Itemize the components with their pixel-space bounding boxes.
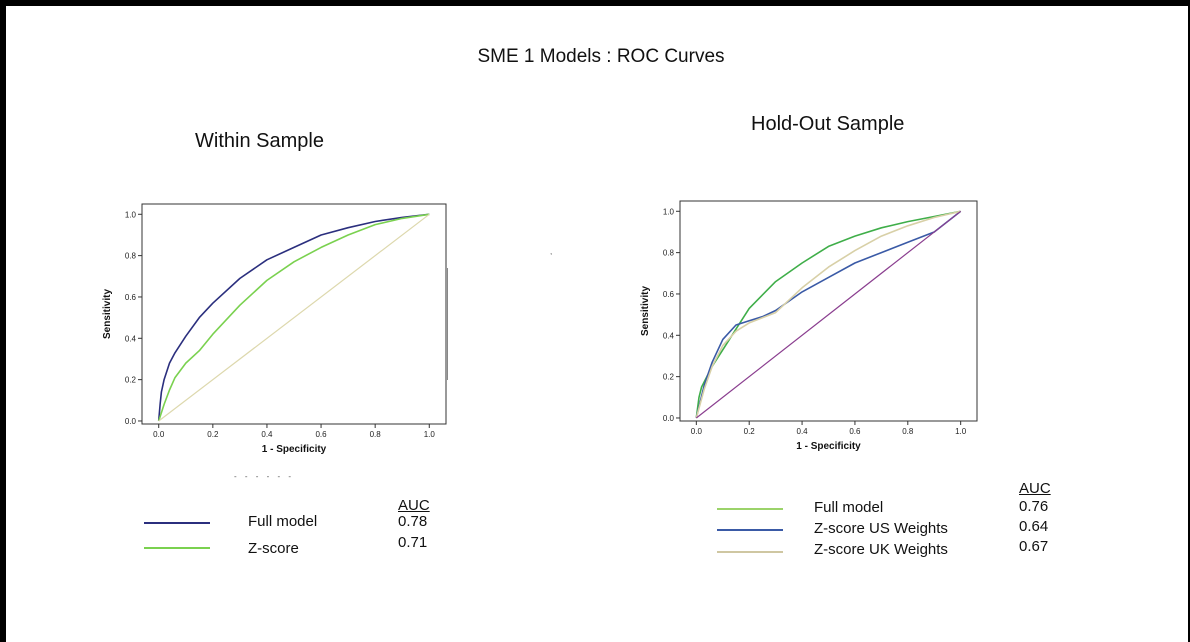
within-y-tick-label: 0.0 xyxy=(125,417,137,426)
within-auc-z-score: 0.71 xyxy=(398,534,428,551)
within-x-tick-label: 0.6 xyxy=(315,430,327,439)
holdout-series-z-score-uk-weights xyxy=(695,210,961,419)
holdout-x-tick-label: 0.2 xyxy=(744,427,756,436)
holdout-roc-svg: 0.0 0.2 0.4 0.6 0.8 1.0 0.0 0.2 0.4 0.6 0.8 1.0 1 - … xyxy=(640,200,978,452)
holdout-sample-title: Hold-Out Sample xyxy=(751,113,905,135)
holdout-y-tick-label: 0.8 xyxy=(663,249,675,258)
within-x-tick-label: 0.4 xyxy=(261,430,273,439)
stray-divider xyxy=(447,268,448,380)
stray-comma: , xyxy=(550,247,553,256)
within-y-tick-label: 0.8 xyxy=(125,252,137,261)
within-sample-title: Within Sample xyxy=(195,130,324,152)
within-y-tick-label: 1.0 xyxy=(125,210,137,219)
holdout-legend-label-uk-weights: Z-score UK Weights xyxy=(814,541,948,558)
within-series-reference-diagonal xyxy=(158,213,430,422)
within-series-full-model xyxy=(157,213,430,422)
holdout-x-axis-label: 1 - Specificity xyxy=(796,441,861,452)
within-roc-chart: 0.0 0.2 0.4 0.6 0.8 1.0 0.0 0.2 0.4 0.6 0.8 1.0 1 - … xyxy=(98,196,448,466)
holdout-y-tick-label: 0.6 xyxy=(663,290,675,299)
holdout-y-tick-label: 0.2 xyxy=(663,373,675,382)
within-roc-svg: 0.0 0.2 0.4 0.6 0.8 1.0 0.0 0.2 0.4 0.6 0.8 1.0 1 - … xyxy=(102,203,447,455)
within-x-axis-label: 1 - Specificity xyxy=(262,444,327,455)
holdout-x-tick-label: 0.4 xyxy=(797,427,809,436)
within-series-z-score xyxy=(157,213,430,422)
holdout-y-axis-label: Sensitivity xyxy=(640,286,651,336)
holdout-x-tick-label: 0.8 xyxy=(902,427,914,436)
within-x-tick-label: 1.0 xyxy=(424,430,436,439)
holdout-y-tick-label: 0.4 xyxy=(663,331,675,340)
within-x-tick-label: 0.2 xyxy=(207,430,219,439)
within-auc-full-model: 0.78 xyxy=(398,513,428,530)
holdout-x-tick-label: 0.0 xyxy=(691,427,703,436)
holdout-auc-full-model: 0.76 xyxy=(1019,498,1049,515)
holdout-y-tick-label: 0.0 xyxy=(663,414,675,423)
within-legend-label-full-model: Full model xyxy=(248,513,318,530)
holdout-series-reference-diagonal xyxy=(695,210,962,419)
within-y-tick-label: 0.6 xyxy=(125,293,137,302)
within-y-tick-label: 0.4 xyxy=(125,334,137,343)
holdout-legend-swatch-uk-weights xyxy=(717,551,783,553)
holdout-series-z-score-us-weights xyxy=(695,210,962,419)
holdout-y-tick-label: 1.0 xyxy=(663,207,675,216)
slide-title: SME 1 Models : ROC Curves xyxy=(477,46,725,67)
holdout-roc-chart: 0.0 0.2 0.4 0.6 0.8 1.0 0.0 0.2 0.4 0.6 0.8 1.0 1 - … xyxy=(634,194,979,464)
within-legend-label-z-score: Z-score xyxy=(248,540,299,557)
holdout-series-full-model xyxy=(695,210,961,419)
holdout-auc-header: AUC xyxy=(1019,480,1051,497)
within-auc-header: AUC xyxy=(398,497,430,514)
holdout-x-tick-label: 0.6 xyxy=(849,427,861,436)
holdout-legend-label-us-weights: Z-score US Weights xyxy=(814,520,948,537)
within-legend-swatch-full-model xyxy=(144,522,210,524)
within-x-tick-label: 0.8 xyxy=(370,430,382,439)
holdout-x-tick-label: 1.0 xyxy=(955,427,967,436)
holdout-legend-swatch-us-weights xyxy=(717,529,783,531)
within-x-tick-label: 0.0 xyxy=(153,430,165,439)
holdout-auc-us-weights: 0.64 xyxy=(1019,518,1049,535)
holdout-legend-label-full-model: Full model xyxy=(814,499,884,516)
faint-scan-artifact: - - - - - - xyxy=(234,472,295,481)
holdout-legend-swatch-full-model xyxy=(717,508,783,510)
holdout-auc-uk-weights: 0.67 xyxy=(1019,538,1049,555)
within-y-tick-label: 0.2 xyxy=(125,376,137,385)
within-legend-swatch-z-score xyxy=(144,547,210,549)
within-y-axis-label: Sensitivity xyxy=(102,289,113,339)
